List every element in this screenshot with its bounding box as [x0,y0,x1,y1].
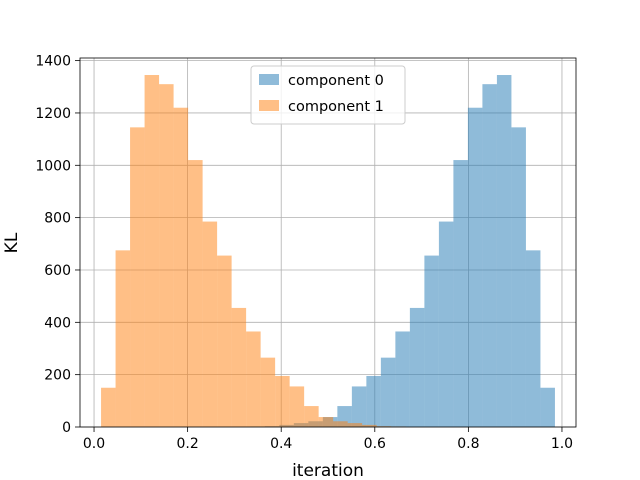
bar-series-0-bin-19 [525,250,541,427]
bar-series-1-bin-6 [188,160,203,427]
legend-swatch-component-0 [259,74,279,85]
y-tick-label-0: 0 [62,420,71,436]
bar-series-1-bin-11 [260,357,276,427]
x-axis-label: iteration [292,461,364,480]
bar-series-0-bin-14 [453,160,468,427]
bar-series-0-bin-17 [496,75,512,428]
bar-series-1-bin-7 [202,221,218,427]
bar-series-0-bin-11 [409,307,425,427]
bar-series-1-bin-2 [130,127,145,427]
bar-series-1-bin-5 [173,107,189,428]
bar-series-1-bin-10 [246,331,261,427]
bar-series-1-bin-8 [217,255,232,427]
x-tick-label-3: 0.6 [364,436,386,452]
y-tick-label-4: 800 [44,211,71,227]
bar-series-0-bin-16 [482,84,497,427]
legend: component 0 component 1 [250,65,406,125]
bar-series-0-bin-8 [366,375,381,427]
legend-box [250,65,406,125]
bar-series-1-bin-9 [231,307,247,427]
bar-series-1-bin-14 [304,406,319,427]
x-tick-label-4: 0.8 [457,436,479,452]
y-axis-label: KL [2,232,22,253]
plot-frame [79,57,577,428]
bar-series-0-bin-10 [395,331,410,427]
bar-series-1-bin-18 [362,424,377,427]
bar-series-1-bin-1 [115,250,131,427]
bar-series-0-bin-13 [438,221,454,427]
bar-series-1-bin-17 [347,423,363,427]
x-tick-label-1: 0.2 [176,436,198,452]
bar-series-1-bin-16 [333,421,348,427]
y-tick-label-3: 600 [44,263,71,279]
bar-series-0-bin-18 [511,127,526,427]
y-tick-label-1: 200 [44,368,71,384]
y-tick-label-6: 1200 [35,106,71,122]
bar-series-0-bin-7 [351,386,367,427]
bar-series-1-bin-13 [289,386,305,427]
x-axis-ticks: 0.0 0.2 0.4 0.6 0.8 1.0 [83,427,573,452]
histogram-bars [101,75,555,428]
x-tick-label-2: 0.4 [270,436,292,452]
bar-series-1-bin-12 [275,375,290,427]
bar-series-1-bin-3 [144,75,160,428]
bar-series-1-bin-4 [159,84,174,427]
y-axis-ticks: 0 200 400 600 800 1000 1200 1400 [35,54,80,436]
bar-series-0-bin-15 [467,107,483,428]
y-tick-label-7: 1400 [35,54,71,70]
legend-label-component-0: component 0 [288,73,384,89]
bar-series-1-bin-0 [101,387,116,427]
series-0-bars [250,75,555,428]
bar-series-0-bin-12 [424,255,439,427]
legend-label-component-1: component 1 [288,99,384,115]
x-tick-label-5: 1.0 [551,436,573,452]
x-tick-label-0: 0.0 [83,436,105,452]
bar-series-0-bin-20 [540,387,555,427]
y-tick-label-5: 1000 [35,158,71,174]
legend-swatch-component-1 [259,100,279,111]
y-tick-label-2: 400 [44,315,71,331]
series-1-bars [101,75,406,428]
bar-series-1-bin-15 [318,417,334,427]
bar-series-0-bin-9 [380,357,396,427]
